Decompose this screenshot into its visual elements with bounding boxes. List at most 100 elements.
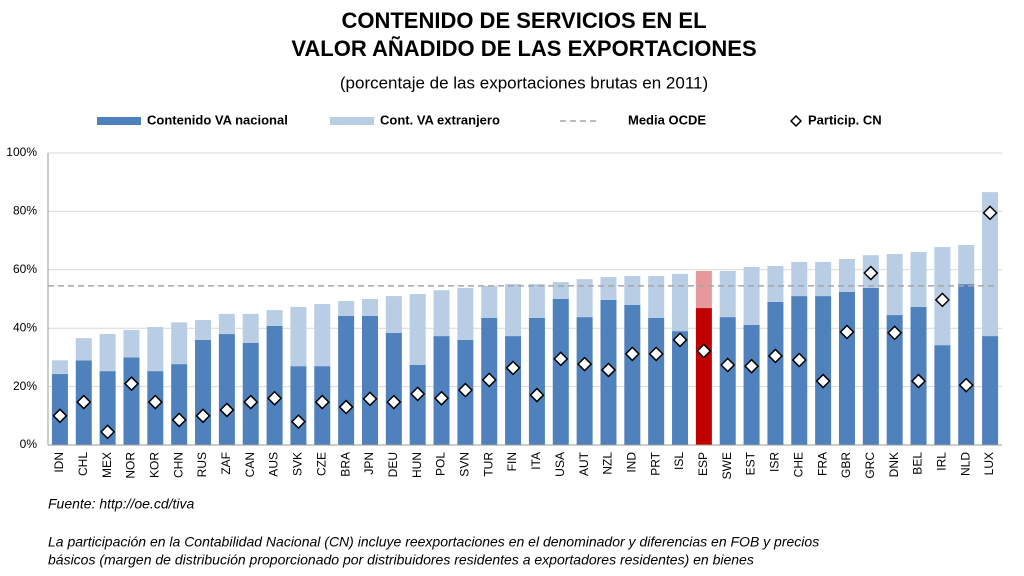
x-tick-label: ITA (529, 452, 543, 470)
bar-segment (409, 364, 426, 445)
y-tick-label: 100% (6, 145, 37, 159)
bar-segment (791, 296, 808, 445)
x-tick-label: IRL (935, 452, 949, 471)
x-tick-label: MEX (100, 452, 114, 478)
bar-segment (982, 192, 999, 337)
bar-segment (242, 342, 259, 445)
x-tick-label: SVN (458, 452, 472, 477)
x-tick-label: AUT (577, 451, 591, 476)
bar-segment (719, 270, 736, 318)
bar-segment (862, 287, 879, 445)
x-tick-label: POL (434, 452, 448, 476)
legend-label: Contenido VA nacional (147, 112, 288, 127)
x-tick-label: LUX (982, 452, 996, 475)
marker (52, 408, 68, 424)
x-tick-label: ESP (696, 452, 710, 476)
x-tick-label: ISL (672, 452, 686, 470)
marker (505, 360, 521, 376)
legend-marker (789, 114, 803, 128)
x-tick-label: NZL (601, 452, 615, 475)
bar-segment (910, 251, 927, 307)
bar-segment (338, 315, 355, 445)
marker (410, 386, 426, 402)
bar-segment (838, 291, 855, 445)
bar-segment (648, 275, 665, 318)
bar-segment (481, 285, 498, 318)
bar-segment (385, 296, 402, 333)
x-tick-label: CAN (243, 452, 257, 477)
bar-segment (75, 338, 92, 361)
x-tick-label: IND (624, 452, 638, 473)
marker (624, 346, 640, 362)
marker (577, 356, 593, 372)
note: básicos (margen de distribución proporci… (48, 552, 754, 568)
marker (720, 357, 736, 373)
x-tick-label: RUS (195, 452, 209, 477)
bar-segment (361, 315, 378, 445)
x-tick-label: GRC (863, 452, 877, 479)
marker (100, 424, 116, 440)
x-tick-label: CHN (171, 452, 185, 478)
marker (887, 325, 903, 341)
x-tick-label: TUR (481, 452, 495, 477)
marker (171, 412, 187, 428)
bar-segment (600, 277, 617, 300)
bar-segment (695, 270, 712, 309)
bar-segment (171, 322, 188, 365)
marker (791, 352, 807, 368)
x-tick-label: IDN (52, 452, 66, 473)
x-tick-label: SWE (720, 452, 734, 479)
x-tick-label: BRA (338, 452, 352, 477)
marker (195, 408, 211, 424)
marker (600, 362, 617, 378)
bar-segment (218, 313, 235, 335)
bar-segment (242, 313, 259, 343)
marker (219, 402, 235, 418)
marker (982, 205, 998, 221)
bar-segment (433, 336, 450, 445)
legend-swatch (330, 117, 374, 125)
bar-segment (552, 299, 569, 445)
legend-label: Media OCDE (628, 112, 706, 127)
x-tick-label: ISR (768, 452, 782, 472)
bar-segment (171, 364, 188, 445)
bar-segment (266, 310, 283, 326)
bar-segment (552, 282, 569, 299)
bar-segment (624, 275, 641, 305)
bar-segment (648, 317, 665, 445)
bar-segment (767, 301, 784, 445)
x-tick-label: CZE (314, 452, 328, 476)
bar-segment (719, 317, 736, 445)
bar-segment (218, 334, 235, 445)
bar-segment (958, 284, 975, 445)
chart-subtitle: (porcentaje de las exportaciones brutas … (340, 73, 708, 92)
bar-segment (815, 296, 832, 445)
bar-segment (457, 287, 474, 340)
bar-segment (791, 261, 808, 297)
bar-segment (51, 360, 68, 375)
marker (529, 387, 545, 403)
bar-segment (123, 329, 140, 358)
bar-segment (886, 315, 903, 445)
bar-segment (624, 304, 641, 445)
source: Fuente: http://oe.cd/tiva (48, 496, 195, 512)
x-tick-label: DEU (386, 452, 400, 477)
x-tick-label: CHL (76, 452, 90, 476)
bar-segment (266, 325, 283, 445)
marker (314, 394, 330, 410)
y-tick-label: 60% (13, 262, 37, 276)
x-tick-label: AUS (267, 452, 281, 477)
bar-segment (361, 299, 378, 316)
y-tick-label: 40% (13, 320, 37, 334)
bar-segment (99, 334, 116, 372)
bar-segment (576, 317, 593, 445)
marker (362, 391, 378, 407)
chart-title: CONTENIDO DE SERVICIOS EN EL (341, 8, 706, 33)
bar-segment (576, 279, 593, 318)
bar-segment (767, 266, 784, 302)
x-tick-label: SVK (291, 452, 305, 476)
bar-segment (815, 261, 832, 297)
x-tick-label: CHE (791, 452, 805, 477)
marker (648, 346, 664, 362)
